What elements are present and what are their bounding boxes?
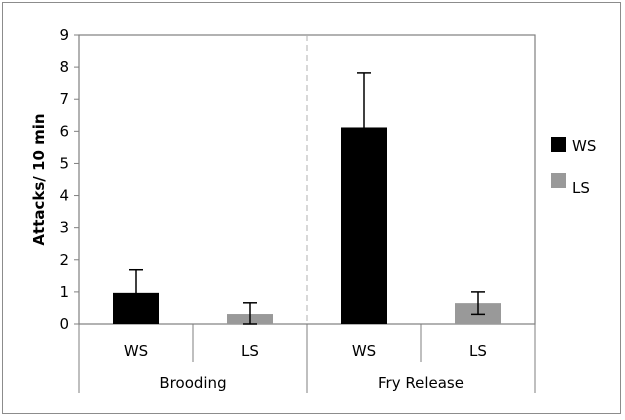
x-category-label: WS [124, 342, 148, 360]
legend-swatch-ls [551, 173, 566, 188]
chart-frame [2, 2, 621, 414]
y-tick-label: 9 [59, 26, 69, 44]
y-tick-label: 7 [59, 90, 69, 108]
y-tick-label: 3 [59, 219, 69, 237]
y-tick-label: 4 [59, 187, 69, 205]
legend: WS LS [551, 137, 596, 197]
legend-swatch-ws [551, 137, 566, 152]
x-category-label: WS [352, 342, 376, 360]
legend-label-ws: WS [572, 137, 596, 155]
y-tick-label: 1 [59, 283, 69, 301]
y-tick-label: 5 [59, 154, 69, 172]
y-tick-label: 8 [59, 58, 69, 76]
y-tick-label: 2 [59, 251, 69, 269]
y-tick-label: 0 [59, 315, 69, 333]
y-axis-label: Attacks/ 10 min [30, 113, 48, 245]
x-category-label: LS [241, 342, 259, 360]
legend-label-ls: LS [572, 179, 590, 197]
x-category-label: LS [469, 342, 487, 360]
y-tick-label: 6 [59, 122, 69, 140]
x-group-label: Brooding [159, 374, 226, 392]
x-group-label: Fry Release [378, 374, 464, 392]
